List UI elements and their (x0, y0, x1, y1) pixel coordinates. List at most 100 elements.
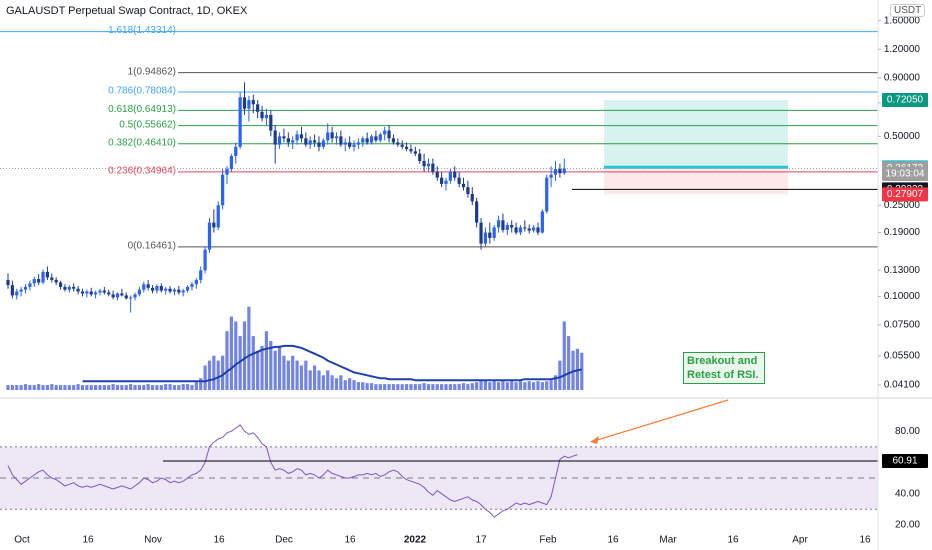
volume-bar (326, 370, 330, 390)
annotation-line-1: Breakout and (687, 355, 758, 367)
candle-body (453, 171, 457, 178)
volume-bar (396, 384, 400, 390)
annotation-line-2: Retest of RSI. (687, 369, 759, 381)
volume-bar (199, 378, 203, 390)
volume-bar (422, 383, 426, 390)
target-zone[interactable] (604, 99, 788, 168)
volume-bar (67, 385, 71, 390)
stop-zone[interactable] (604, 167, 788, 195)
candle-body (37, 279, 41, 283)
candle-body (63, 286, 67, 290)
price-label-text: 19:03:04 (886, 169, 925, 180)
candle-body (426, 163, 431, 167)
candle-body (120, 293, 124, 296)
volume-bar (76, 384, 80, 390)
time-axis[interactable]: Oct 16 Nov 16 Dec 16 2022 17 Feb 16 Mar 16 Apr 16 (14, 535, 871, 546)
candle-body (32, 279, 36, 284)
candle-body (102, 290, 106, 293)
volume-bar (299, 365, 304, 390)
candle-body (400, 144, 404, 147)
price-label-box (882, 92, 928, 107)
annotation-note[interactable]: Breakout and Retest of RSI. (683, 352, 765, 384)
volume-bar (545, 381, 549, 390)
price-tick-label: 0.25000 (884, 200, 921, 211)
candle-body (15, 291, 19, 296)
fib-level-label: 0.236(0.34964) (108, 166, 176, 177)
candle-body (150, 287, 155, 291)
candle-body (304, 138, 308, 145)
candle-body (159, 286, 163, 291)
volume-bar (356, 382, 360, 390)
candle-body (54, 279, 58, 283)
volume-bar (532, 382, 536, 390)
candle-body (45, 271, 50, 278)
time-tick-label: Dec (275, 535, 293, 546)
volume-bar (273, 350, 277, 390)
volume-bar (6, 385, 10, 390)
candle-body (409, 149, 413, 152)
candle-body (330, 132, 334, 139)
candle-body (194, 279, 198, 285)
volume-bar (137, 385, 141, 390)
volume-bar (28, 385, 32, 390)
price-label-text: 0.72050 (887, 95, 924, 106)
retest-arrowhead (590, 436, 599, 444)
candle-body (536, 227, 540, 233)
volume-bar (339, 375, 343, 390)
candle-body (483, 232, 488, 244)
volume-bar (457, 384, 461, 390)
volume-bar (470, 383, 474, 390)
candle-body (269, 114, 273, 131)
candle-body (256, 104, 260, 112)
volume-bar (453, 384, 457, 390)
volume-bar (85, 385, 89, 390)
candle-body (457, 177, 461, 184)
time-tick-label: 2022 (404, 535, 427, 546)
candle-body (510, 225, 514, 228)
volume-bar (400, 384, 404, 390)
candle-body (10, 285, 14, 296)
fib-level-label: 1(0.94862) (128, 66, 176, 77)
volume-panel (6, 306, 584, 390)
volume-bar (527, 381, 531, 390)
candle-body (164, 288, 168, 291)
candle-body (229, 156, 233, 169)
candle-body (295, 134, 299, 141)
volume-bar (63, 385, 67, 390)
volume-bar (172, 385, 177, 390)
candle-body (111, 294, 115, 298)
volume-bar (365, 383, 369, 390)
volume-bar (177, 385, 181, 390)
volume-bar (391, 384, 396, 390)
candle-body (216, 205, 220, 228)
candle-body (440, 177, 444, 184)
candle-body (260, 111, 264, 119)
volume-bar (146, 384, 150, 390)
position-zones (604, 99, 788, 195)
candle-body (374, 136, 378, 141)
retest-arrow[interactable] (593, 399, 729, 442)
candle-body (413, 151, 417, 154)
candle-body (203, 249, 207, 271)
volume-bar (536, 381, 540, 390)
volume-bar (444, 384, 448, 390)
volume-bar (150, 385, 155, 390)
volume-bar (54, 385, 58, 390)
volume-bar (475, 382, 479, 390)
candle-body (326, 132, 330, 141)
volume-bar (32, 385, 36, 390)
candle-body (378, 134, 382, 141)
volume-bar (260, 345, 264, 390)
candle-body (339, 136, 343, 145)
volume-bar (10, 385, 14, 390)
candle-body (94, 292, 98, 295)
volume-bar (264, 331, 269, 390)
volume-bar (164, 384, 168, 390)
volume-bar (352, 380, 356, 390)
volume-bar (111, 384, 115, 390)
price-tick-label: 1.60000 (884, 15, 921, 26)
candle-body (352, 144, 356, 147)
volume-bar (45, 385, 50, 390)
currency-badge[interactable]: USDT (890, 4, 926, 17)
